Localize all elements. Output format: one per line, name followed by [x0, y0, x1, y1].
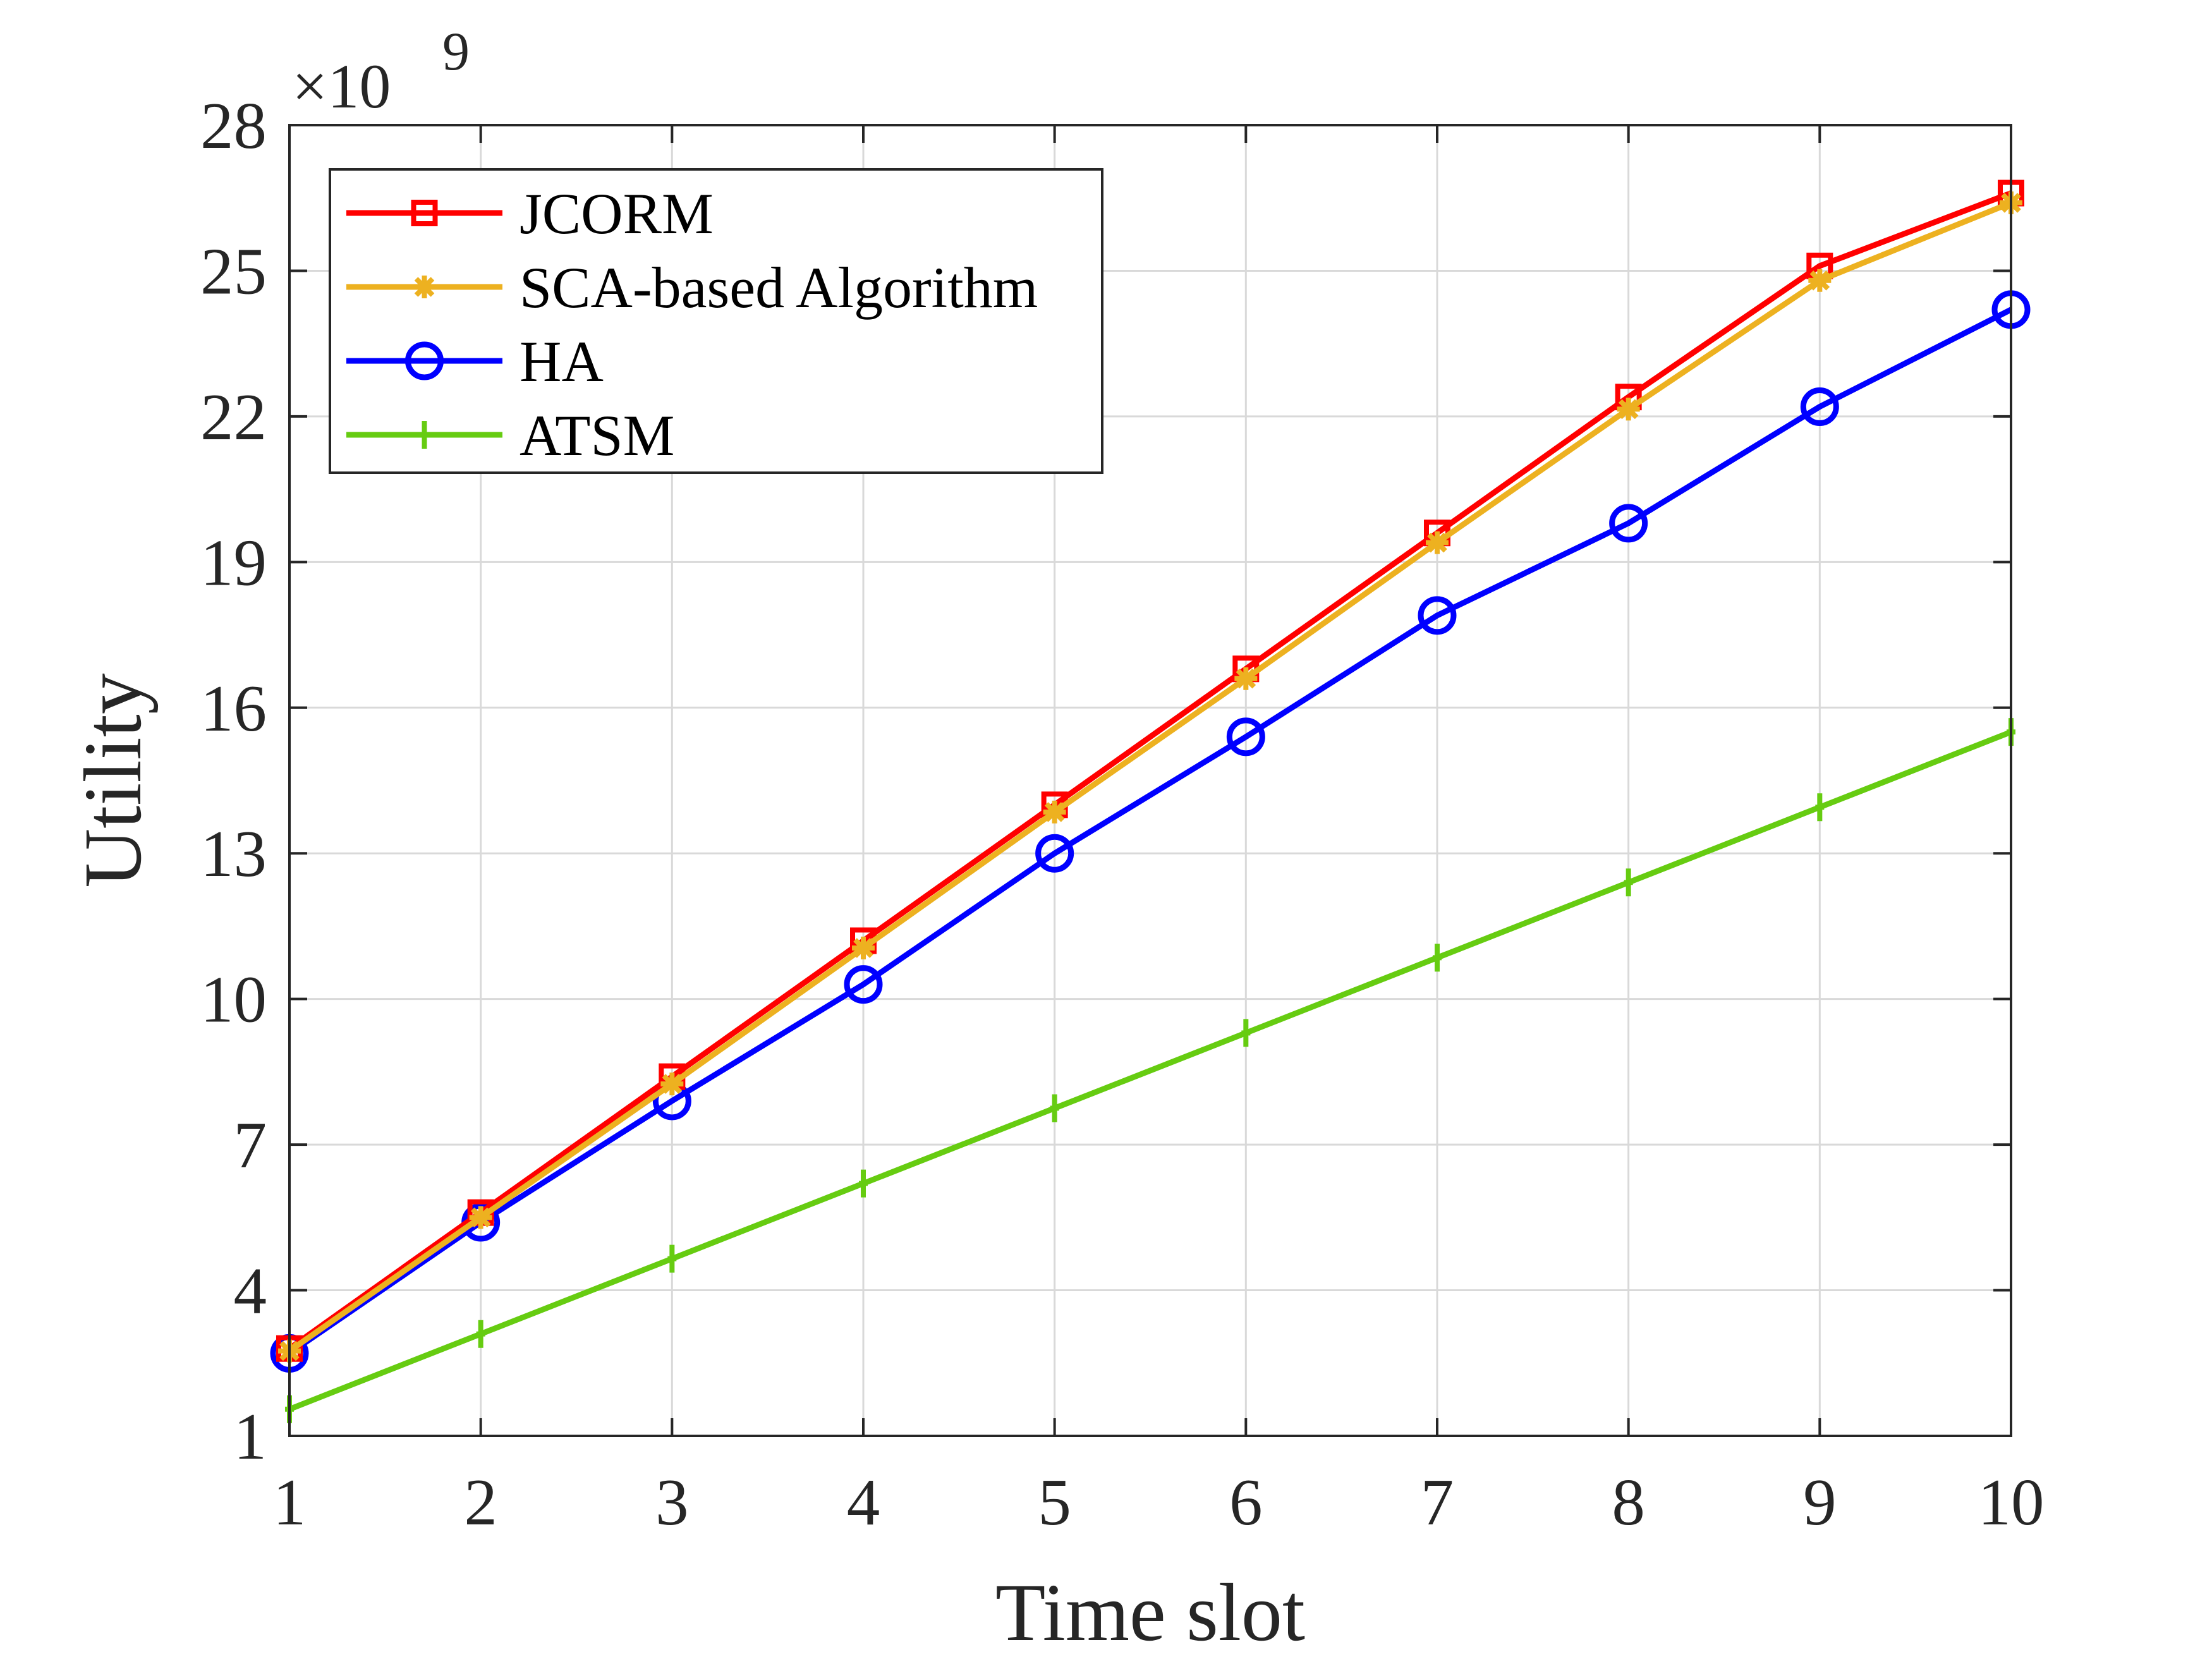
- legend: JCORM SCA-based Algorithm HA ATSM: [329, 168, 1103, 474]
- y-tick-label: 13: [200, 817, 267, 890]
- data-point-ha: [1800, 387, 1839, 427]
- y-scale-exponent: 9: [442, 21, 470, 82]
- series-line-jcorm: [288, 190, 2012, 1351]
- series-line-sca-based-algorithm: [288, 200, 2012, 1354]
- legend-item-sca-based-algorithm: SCA-based Algorithm: [346, 255, 1038, 320]
- x-tick-label: 1: [273, 1465, 307, 1539]
- axis-ticks: 1 2 3 4 5 6 7 8 9 10 1 4 7 10 13 16 19 22 25 28: [200, 88, 2045, 1539]
- data-point-sca-based-algorithm: [469, 1206, 492, 1229]
- plot-frame: [288, 124, 2012, 1437]
- x-tick-label: 5: [1038, 1465, 1071, 1539]
- y-scale-base: ×10: [292, 51, 391, 121]
- data-point-ha: [1226, 717, 1265, 757]
- legend-label-jcorm: JCORM: [520, 181, 714, 246]
- legend-item-ha: HA: [346, 329, 604, 394]
- data-point-atsm: [1624, 868, 1633, 897]
- y-tick-label: 7: [234, 1108, 267, 1182]
- x-tick-label: 9: [1803, 1465, 1837, 1539]
- legend-marker-ha: [405, 341, 444, 380]
- data-point-atsm: [1815, 793, 1825, 822]
- x-tick-label: 2: [464, 1465, 497, 1539]
- legend-label-atsm: ATSM: [520, 403, 674, 468]
- data-point-ha: [1035, 834, 1074, 873]
- data-point-sca-based-algorithm: [1808, 269, 1832, 292]
- y-tick-label: 4: [234, 1254, 267, 1328]
- legend-marker-atsm: [420, 421, 429, 449]
- data-point-sca-based-algorithm: [1617, 398, 1640, 421]
- data-point-sca-based-algorithm: [1426, 531, 1449, 554]
- data-point-atsm: [1050, 1094, 1059, 1122]
- series-layer: [270, 179, 2031, 1423]
- y-tick-label: 22: [200, 380, 267, 454]
- data-point-sca-based-algorithm: [1234, 667, 1258, 690]
- x-tick-label: 3: [655, 1465, 689, 1539]
- data-point-ha: [844, 965, 883, 1004]
- legend-box: [329, 168, 1103, 474]
- legend-marker-sca-based-algorithm: [413, 276, 436, 298]
- y-tick-label: 1: [234, 1399, 267, 1473]
- series-sca-based-algorithm: [278, 191, 2022, 1363]
- data-point-atsm: [476, 1320, 485, 1348]
- data-point-sca-based-algorithm: [660, 1073, 684, 1096]
- data-point-sca-based-algorithm: [852, 937, 875, 960]
- y-tick-label: 25: [200, 234, 267, 308]
- legend-label-sca-based-algorithm: SCA-based Algorithm: [520, 255, 1038, 320]
- y-axis-title: Utility: [68, 673, 159, 887]
- legend-marker-jcorm: [411, 200, 438, 226]
- x-tick-label: 7: [1421, 1465, 1454, 1539]
- y-tick-label: 16: [200, 671, 267, 745]
- y-tick-label: 10: [200, 963, 267, 1036]
- data-point-sca-based-algorithm: [1043, 800, 1066, 823]
- data-point-atsm: [1241, 1019, 1251, 1047]
- series-line-atsm: [288, 729, 2012, 1412]
- y-tick-label: 19: [200, 525, 267, 599]
- series-atsm: [285, 718, 2015, 1423]
- data-point-ha: [1418, 596, 1457, 635]
- data-point-atsm: [667, 1244, 677, 1273]
- data-point-atsm: [1433, 944, 1442, 972]
- legend-item-atsm: ATSM: [346, 403, 674, 468]
- data-point-ha: [1609, 504, 1648, 543]
- x-tick-label: 8: [1612, 1465, 1645, 1539]
- legend-label-ha: HA: [520, 329, 604, 394]
- data-point-atsm: [859, 1169, 868, 1198]
- series-line-ha: [288, 307, 2013, 1356]
- x-tick-label: 4: [847, 1465, 880, 1539]
- x-tick-label: 10: [1978, 1465, 2045, 1539]
- x-axis-title: Time slot: [995, 1567, 1305, 1658]
- x-tick-label: 6: [1229, 1465, 1263, 1539]
- y-tick-label: 28: [200, 88, 267, 162]
- legend-item-jcorm: JCORM: [346, 181, 714, 246]
